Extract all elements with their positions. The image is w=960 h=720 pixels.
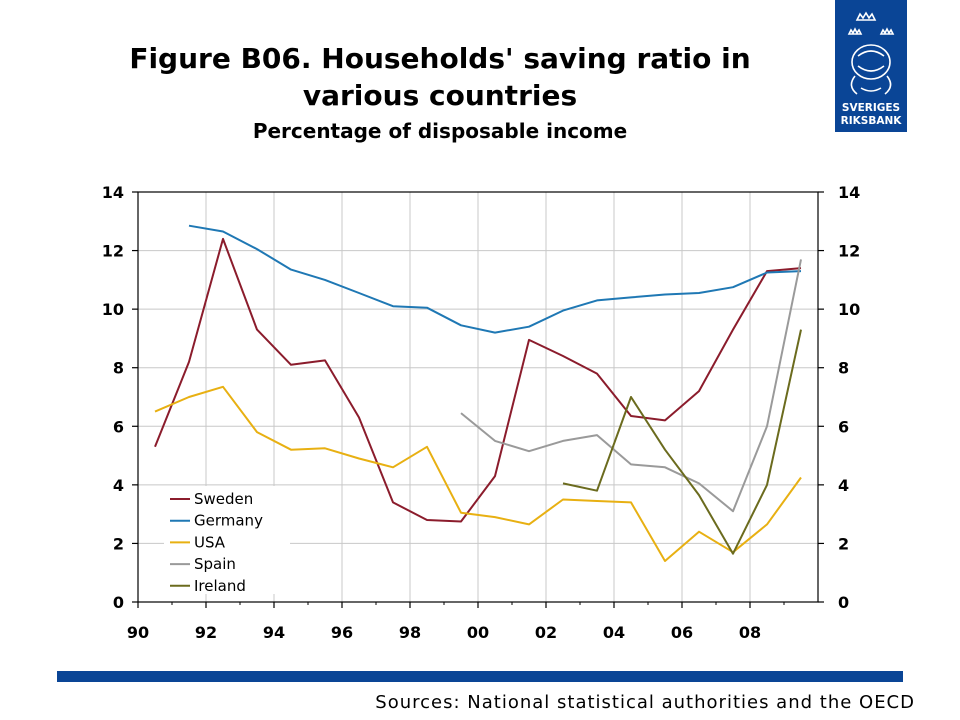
y-tick-label: 10 [102, 300, 124, 319]
series-lines [154, 224, 802, 562]
y-tick-label: 6 [113, 417, 124, 436]
y-tick-label: 0 [113, 593, 124, 612]
y-tick-label-right: 12 [838, 242, 860, 261]
riksbank-logo: SVERIGES RIKSBANK [835, 0, 907, 132]
series-line-ireland [562, 329, 802, 555]
y-tick-label-right: 8 [838, 359, 849, 378]
x-tick-label: 90 [127, 623, 149, 642]
y-tick-label-right: 10 [838, 300, 860, 319]
legend-label-usa: USA [194, 533, 226, 551]
x-tick-label: 94 [263, 623, 285, 642]
source-note: Sources: National statistical authoritie… [375, 692, 915, 713]
series-line-spain [460, 259, 802, 513]
y-tick-label: 2 [113, 534, 124, 553]
y-tick-label-right: 14 [838, 183, 860, 202]
logo-text-riksbank: RIKSBANK [841, 115, 903, 127]
x-tick-label: 08 [739, 623, 761, 642]
y-axis-right: 0 2 4 6 8 10 12 14 [838, 183, 860, 612]
y-tick-label-right: 4 [838, 476, 849, 495]
y-axis-left: 0 2 4 6 8 10 12 14 [102, 183, 124, 612]
grid [138, 192, 818, 602]
chart-subtitle: Percentage of disposable income [252, 119, 628, 143]
x-tick-label: 00 [467, 623, 489, 642]
logo-text-sveriges: SVERIGES [842, 102, 900, 114]
legend: Sweden Germany USA Spain Ireland [164, 486, 290, 595]
chart-title: Figure B06. Households' saving ratio in … [129, 42, 751, 112]
x-axis: 90 92 94 96 98 00 02 04 06 08 [127, 623, 761, 642]
x-tick-label: 92 [195, 623, 217, 642]
bottom-bar [57, 671, 903, 682]
y-tick-label-right: 0 [838, 593, 849, 612]
x-tick-label: 02 [535, 623, 557, 642]
series-line-sweden [154, 237, 802, 523]
legend-label-ireland: Ireland [194, 577, 246, 595]
x-tick-label: 04 [603, 623, 625, 642]
x-tick-label: 06 [671, 623, 693, 642]
y-tick-label: 14 [102, 183, 124, 202]
y-tick-label: 12 [102, 242, 124, 261]
legend-label-germany: Germany [194, 512, 263, 530]
legend-label-sweden: Sweden [194, 490, 253, 508]
y-tick-label: 4 [113, 476, 124, 495]
legend-label-spain: Spain [194, 555, 236, 573]
y-tick-label-right: 2 [838, 534, 849, 553]
series-line-usa [154, 385, 802, 562]
series-line-germany [188, 224, 802, 334]
legend-box [164, 486, 290, 594]
x-tick-label: 96 [331, 623, 353, 642]
y-tick-label-right: 6 [838, 417, 849, 436]
y-tick-label: 8 [113, 359, 124, 378]
x-tick-label: 98 [399, 623, 421, 642]
tick-marks [132, 191, 824, 608]
